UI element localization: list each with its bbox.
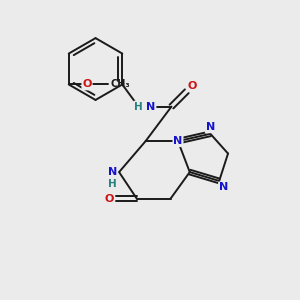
Text: H: H <box>134 102 143 112</box>
Text: O: O <box>82 80 92 89</box>
Text: O: O <box>188 81 197 91</box>
Text: N: N <box>108 167 117 177</box>
Text: CH₃: CH₃ <box>111 80 130 89</box>
Text: H: H <box>108 179 117 190</box>
Text: N: N <box>146 102 155 112</box>
Text: N: N <box>219 182 228 192</box>
Text: O: O <box>104 194 114 204</box>
Text: N: N <box>206 122 215 132</box>
Text: N: N <box>173 136 183 146</box>
